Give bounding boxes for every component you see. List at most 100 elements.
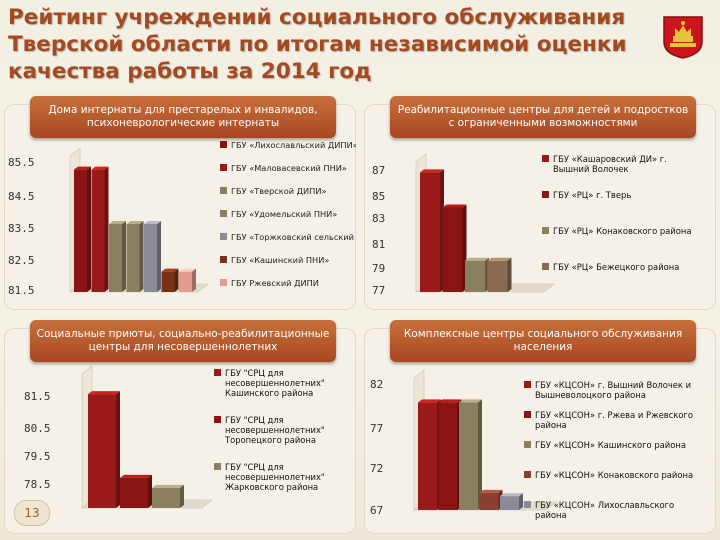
legend-swatch [524,501,531,508]
bar [420,169,444,292]
bar [459,399,482,510]
y-tick-label: 67 [370,504,383,517]
panel-shelters: Социальные приюты, социально-реабилитаци… [4,320,356,534]
legend-item: ГБУ «Лихославльский ДИПИ» [220,140,356,150]
legend-label: ГБУ «Торжковский сельский ПНИ» [231,232,356,242]
legend-item: ГБУ «РЦ» г. Тверь [542,190,631,200]
legend-item: ГБУ «РЦ» Бежецкого района [542,262,679,272]
legend-item: ГБУ «Тверской ДИПИ» [220,186,326,196]
legend-swatch [220,187,227,194]
legend-label: ГБУ «КЦСОН» Лихославльского района [535,500,674,520]
legend-label: ГБУ «РЦ» Бежецкого района [553,262,679,272]
legend-label: ГБУ «Лихославльский ДИПИ» [231,140,356,150]
bar [479,489,503,510]
chart-boarding-homes: 85.5 84.5 83.5 82.5 81.5 ГБУ «Лихославльский … [8,140,356,297]
legend-swatch [542,191,549,198]
y-tick-label: 77 [372,284,385,297]
bar [74,166,91,292]
legend-swatch [220,210,227,217]
legend-item: ГБУ «Кашаровский ДИ» г. Вышний Волочек [542,154,667,174]
bar [120,474,152,508]
legend-item: ГБУ "СРЦ для несовершеннолетних" Жарковско… [214,462,325,492]
bar [465,257,489,292]
legend-label: ГБУ «РЦ» г. Тверь [553,190,631,200]
y-tick-label: 82 [370,378,383,391]
bar [161,268,179,292]
bar [438,399,462,510]
legend-item: ГБУ «Удомельский ПНИ» [220,209,337,219]
legend-label: ГБУ «Удомельский ПНИ» [231,209,337,219]
legend-item: ГБУ «РЦ» Конаковского района [542,226,691,236]
page-number: 13 [14,500,50,526]
legend-label: ГБУ «Тверской ДИПИ» [231,186,326,196]
legend-swatch [220,141,227,148]
panel-boarding-homes: Дома интернаты для престарелых и инвалид… [4,96,356,310]
bar [144,221,161,292]
chart-title: Социальные приюты, социально-реабилитаци… [30,320,336,362]
bar [109,221,126,292]
legend-label: ГБУ "СРЦ для несовершеннолетних" Жарковско… [225,462,325,492]
legend-item: ГБУ "СРЦ для несовершеннолетних" Кашинског… [214,368,325,398]
y-tick-label: 82.5 [8,254,35,267]
legend-item: ГБУ "СРЦ для несовершеннолетних" Торопецко… [214,415,325,445]
chart-title: Комплексные центры социального обслужива… [390,320,696,362]
legend-label: ГБУ «Кашинский ПНИ» [231,255,329,265]
coat-of-arms-icon [663,16,703,59]
legend-swatch [524,381,531,388]
legend-swatch [542,263,549,270]
legend-swatch [524,441,531,448]
bar [418,399,441,510]
legend-label: ГБУ «Маловасевский ПНИ» [231,163,347,173]
legend-swatch [524,411,531,418]
legend-label: ГБУ «КЦСОН» Кашинского района [535,440,686,450]
y-tick-label: 79 [372,262,385,275]
bar [88,391,120,508]
legend-item: ГБУ «КЦСОН» Кашинского района [524,440,686,450]
legend-label: ГБУ Ржевский ДИПИ [231,278,319,288]
y-tick-label: 81.5 [24,390,51,403]
legend-label: ГБУ «РЦ» Конаковского района [553,226,691,236]
y-tick-label: 77 [370,422,383,435]
y-tick-label: 85 [372,190,385,203]
bar [179,268,196,292]
bar [152,484,184,508]
legend-label: ГБУ «КЦСОН» г. Ржева и Ржевского района [535,410,693,430]
y-tick-label: 78.5 [24,478,51,491]
y-tick-label: 72 [370,462,383,475]
y-tick-label: 85.5 [8,156,35,169]
legend-swatch [542,227,549,234]
legend-swatch [220,164,227,171]
y-tick-label: 79.5 [24,450,51,463]
legend-label: ГБУ "СРЦ для несовершеннолетних" Торопецко… [224,415,325,445]
panel-rehab-centers: Реабилитационные центры для детей и подр… [364,96,716,310]
chart-title: Дома интернаты для престарелых и инвалид… [30,96,336,138]
panel-complex-centers: Комплексные центры социального обслужива… [364,320,716,534]
chart-title: Реабилитационные центры для детей и подр… [390,96,696,138]
bar [500,493,523,510]
legend-item: ГБУ «КЦСОН» Лихославльского района [524,500,674,520]
legend-label: ГБУ "СРЦ для несовершеннолетних" Кашинског… [225,368,325,398]
legend-item: ГБУ «КЦСОН» Конаковского района [524,470,693,480]
legend-item: ГБУ «Торжковский сельский ПНИ» [220,232,356,242]
legend-swatch [220,233,227,240]
bar [91,166,109,292]
y-tick-label: 80.5 [24,422,51,435]
legend-swatch [214,463,221,470]
legend-swatch [542,155,549,162]
legend-item: ГБУ «КЦСОН» г. Ржева и Ржевского района [524,410,693,430]
legend-swatch [214,416,221,423]
bar [442,204,467,292]
bar [126,221,144,292]
y-tick-label: 81 [372,238,385,251]
legend-swatch [220,256,227,263]
y-tick-label: 83 [372,212,385,225]
legend-swatch [524,471,531,478]
legend-item: ГБУ «КЦСОН» г. Вышний Волочек и Вышневоло… [524,380,691,400]
legend-label: ГБУ «КЦСОН» г. Вышний Волочек и Вышневоло… [535,380,691,400]
y-tick-label: 83.5 [8,222,35,235]
chart-shelters: 81.5 80.5 79.5 78.5 ГБУ "СРЦ для несовершенно… [24,365,325,509]
bar [487,257,512,292]
legend-label: ГБУ «Кашаровский ДИ» г. Вышний Волочек [553,154,667,174]
legend-swatch [220,279,227,286]
legend-label: ГБУ «КЦСОН» Конаковского района [535,470,693,480]
